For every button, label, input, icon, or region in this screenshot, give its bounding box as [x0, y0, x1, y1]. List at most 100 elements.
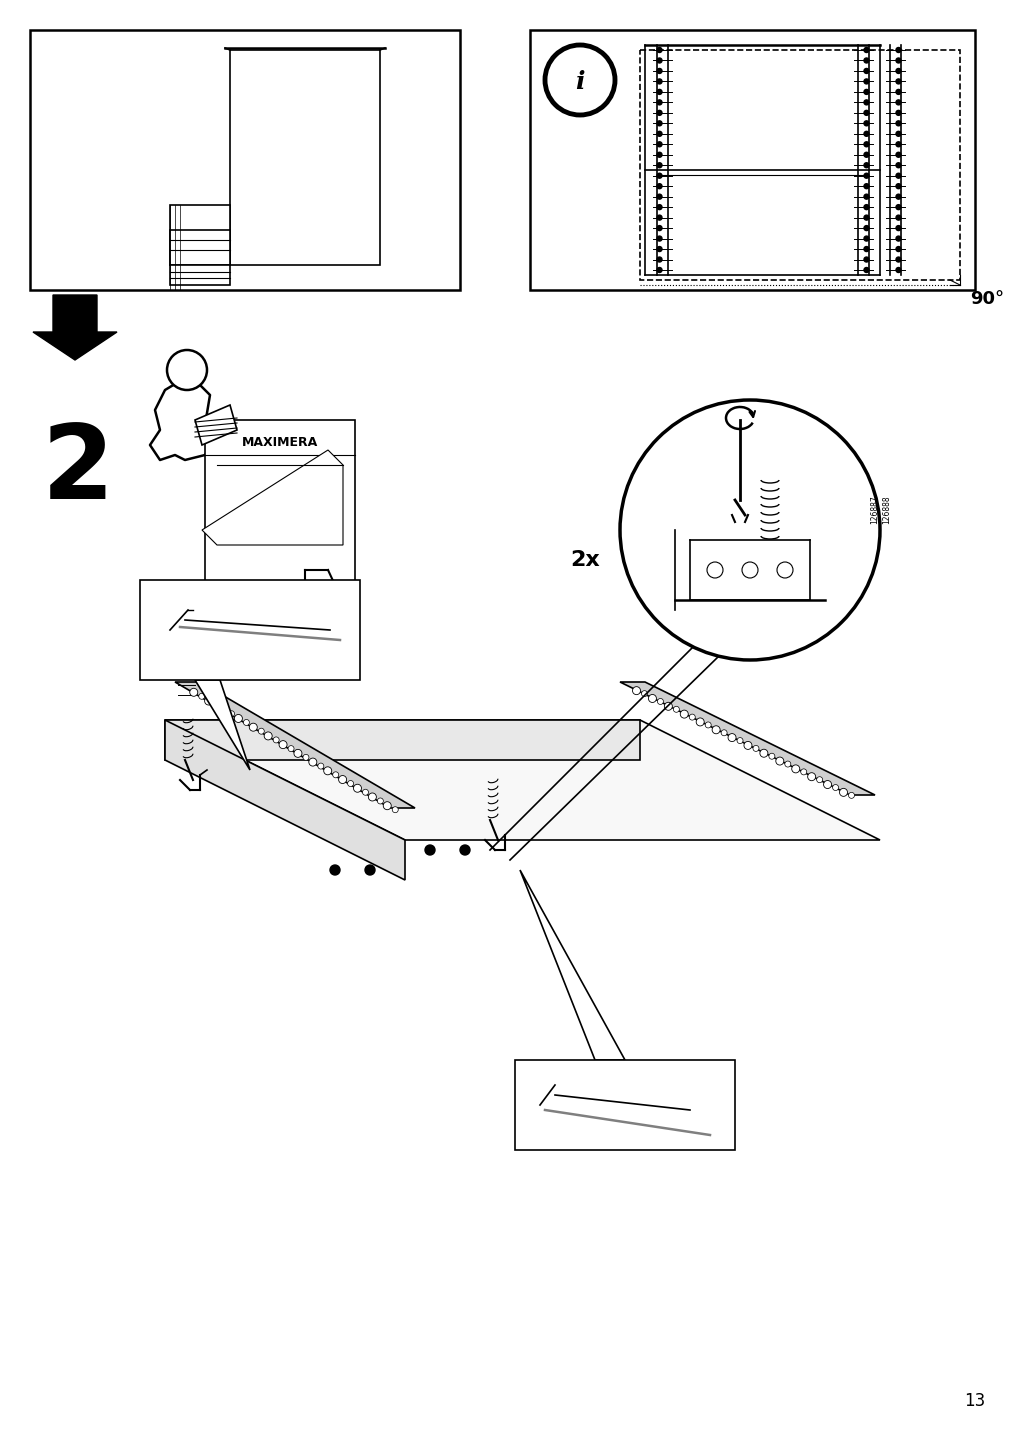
Circle shape: [392, 806, 398, 813]
Circle shape: [807, 773, 815, 780]
Polygon shape: [170, 265, 229, 285]
Circle shape: [460, 845, 469, 855]
Circle shape: [863, 79, 868, 84]
Text: MAXIMERA: MAXIMERA: [242, 435, 317, 448]
Circle shape: [167, 349, 207, 390]
Circle shape: [688, 715, 695, 720]
Circle shape: [863, 152, 868, 158]
Text: 90°: 90°: [969, 291, 1003, 308]
Circle shape: [863, 163, 868, 168]
Circle shape: [727, 733, 735, 742]
Circle shape: [333, 772, 339, 778]
Circle shape: [895, 110, 900, 116]
Circle shape: [863, 142, 868, 147]
Circle shape: [785, 760, 790, 768]
Circle shape: [721, 730, 726, 736]
Circle shape: [736, 737, 742, 743]
Circle shape: [816, 776, 822, 783]
Circle shape: [657, 699, 663, 705]
Circle shape: [863, 268, 868, 272]
Circle shape: [752, 746, 758, 752]
Circle shape: [656, 268, 661, 272]
Circle shape: [353, 785, 361, 792]
Circle shape: [895, 205, 900, 209]
Circle shape: [895, 100, 900, 105]
Circle shape: [775, 758, 784, 765]
Circle shape: [656, 69, 661, 73]
Circle shape: [293, 749, 301, 758]
Bar: [639, 50, 959, 281]
Circle shape: [895, 173, 900, 178]
Text: 126888: 126888: [340, 590, 349, 619]
Circle shape: [863, 226, 868, 231]
Circle shape: [273, 737, 279, 743]
Circle shape: [641, 690, 647, 696]
Circle shape: [776, 561, 793, 579]
Circle shape: [895, 183, 900, 189]
Circle shape: [791, 765, 799, 773]
Polygon shape: [620, 682, 875, 795]
Polygon shape: [195, 405, 237, 445]
Circle shape: [324, 766, 332, 775]
Circle shape: [741, 561, 757, 579]
Circle shape: [895, 142, 900, 147]
Polygon shape: [165, 720, 404, 881]
Polygon shape: [520, 871, 625, 1060]
Circle shape: [656, 110, 661, 116]
Circle shape: [895, 236, 900, 241]
Circle shape: [656, 132, 661, 136]
Circle shape: [656, 195, 661, 199]
Circle shape: [219, 706, 227, 713]
Circle shape: [863, 100, 868, 105]
Circle shape: [863, 69, 868, 73]
Bar: [140, 580, 360, 680]
Polygon shape: [195, 680, 250, 770]
Circle shape: [656, 57, 661, 63]
Circle shape: [425, 845, 435, 855]
Polygon shape: [175, 682, 415, 808]
Circle shape: [656, 183, 661, 189]
Circle shape: [895, 79, 900, 84]
Polygon shape: [229, 50, 379, 265]
Circle shape: [656, 226, 661, 231]
Circle shape: [895, 195, 900, 199]
Circle shape: [863, 132, 868, 136]
Circle shape: [847, 792, 853, 799]
Circle shape: [235, 715, 243, 723]
Bar: [30, 30, 460, 291]
Circle shape: [823, 780, 831, 789]
Circle shape: [656, 236, 661, 241]
Text: 126887: 126887: [869, 495, 879, 524]
Circle shape: [863, 236, 868, 241]
Circle shape: [264, 732, 272, 740]
Circle shape: [656, 142, 661, 147]
Text: 126888: 126888: [882, 495, 890, 524]
Circle shape: [895, 256, 900, 262]
Circle shape: [768, 753, 774, 759]
Circle shape: [189, 689, 197, 696]
Circle shape: [895, 69, 900, 73]
Circle shape: [656, 256, 661, 262]
Circle shape: [656, 215, 661, 221]
Circle shape: [839, 789, 846, 796]
Bar: [205, 420, 355, 614]
Text: i: i: [574, 70, 584, 95]
Circle shape: [863, 195, 868, 199]
Polygon shape: [170, 205, 229, 265]
Circle shape: [800, 769, 806, 775]
Text: IKEA: IKEA: [274, 591, 292, 599]
Circle shape: [712, 726, 720, 733]
Polygon shape: [33, 295, 117, 359]
Bar: [265, 587, 299, 604]
Circle shape: [330, 865, 340, 875]
Circle shape: [339, 776, 346, 783]
Circle shape: [347, 780, 353, 786]
Bar: [515, 1060, 734, 1150]
Polygon shape: [170, 231, 229, 265]
Circle shape: [656, 163, 661, 168]
Circle shape: [895, 163, 900, 168]
Circle shape: [832, 785, 838, 790]
Circle shape: [656, 79, 661, 84]
Circle shape: [895, 57, 900, 63]
Circle shape: [362, 789, 368, 795]
